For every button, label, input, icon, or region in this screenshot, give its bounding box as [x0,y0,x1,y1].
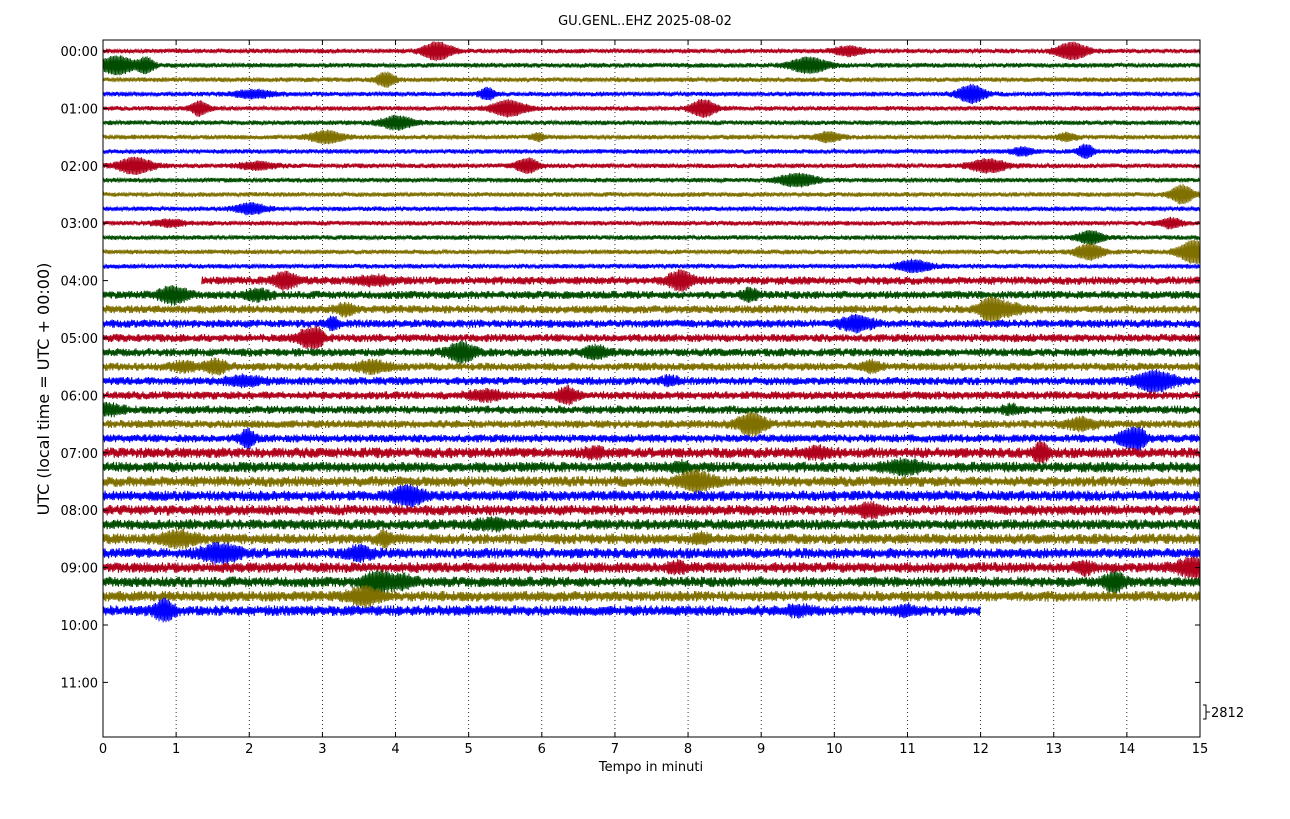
seismic-trace [102,597,981,623]
seismic-trace [102,468,1201,494]
x-tick-label: 8 [684,742,692,757]
seismic-trace [102,401,1201,418]
y-tick-label: 05:00 [61,332,98,347]
y-axis-label: UTC (local time = UTC + 00:00) [34,263,53,516]
y-tick-label: 08:00 [61,504,98,519]
y-tick-label: 09:00 [61,562,98,577]
x-tick-label: 1 [172,742,180,757]
seismic-trace [102,258,1201,274]
seismic-trace [102,528,1201,550]
seismic-trace [102,114,1201,131]
x-tick-label: 7 [611,742,619,757]
x-tick-label: 14 [1119,742,1136,757]
seismic-trace [102,584,1201,609]
seismic-trace [102,569,1201,596]
seismic-trace [102,440,1201,465]
seismic-trace [102,156,1201,175]
y-tick-label: 03:00 [61,217,98,232]
x-tick-label: 12 [972,742,989,757]
scale-label: 2812 [1211,706,1244,721]
seismic-trace [102,516,1201,533]
x-axis-label: Tempo in minuti [598,760,703,775]
amplitude-scale: 2812 [1203,704,1244,721]
seismic-trace [102,41,1201,62]
grid-lines [175,40,1128,737]
seismic-trace [102,55,1201,76]
y-tick-label: 10:00 [61,619,98,634]
y-tick-label: 01:00 [61,102,98,117]
seismic-trace [102,325,1201,350]
seismic-trace [102,239,1201,264]
seismic-trace [102,385,1201,406]
y-tick-label: 06:00 [61,389,98,404]
seismic-trace [102,541,1201,566]
seismic-trace [102,369,1201,393]
x-tick-label: 10 [826,742,843,757]
y-tick-label: 00:00 [61,45,98,60]
seismic-trace [102,295,1201,323]
x-tick-label: 0 [99,742,107,757]
seismic-trace [102,172,1201,188]
seismic-trace [102,313,1201,334]
x-tick-label: 11 [899,742,916,757]
seismic-trace [102,340,1201,364]
scale-bracket [1203,704,1207,720]
seismic-trace [102,556,1201,581]
seismic-trace [102,411,1201,437]
y-tick-label: 11:00 [61,676,98,691]
seismic-trace [102,143,1201,159]
x-tick-label: 13 [1045,742,1062,757]
seismic-trace [102,483,1201,509]
seismic-trace [102,129,1201,145]
seismic-trace [102,98,1201,118]
seismic-trace [102,71,1201,88]
seismic-trace [102,501,1201,520]
plot-frame [102,39,1201,738]
seismic-traces [102,41,1201,623]
seismic-trace [102,83,1201,105]
seismic-trace [102,202,1201,216]
x-tick-label: 3 [318,742,326,757]
x-tick-label: 9 [757,742,765,757]
seismic-trace [102,426,1201,452]
x-tick-label: 4 [391,742,399,757]
x-tick-label: 2 [245,742,253,757]
y-tick-label: 07:00 [61,447,98,462]
x-tick-label: 6 [538,742,546,757]
seismic-trace [102,357,1201,376]
seismic-trace [102,184,1201,205]
y-tick-label: 04:00 [61,275,98,290]
seismic-trace [102,457,1201,478]
x-tick-label: 15 [1192,742,1209,757]
chart-title: GU.GENL..EHZ 2025-08-02 [558,14,732,29]
seismic-trace [102,230,1201,246]
x-axis: 0 1 2 3 4 5 6 7 8 9 10 11 12 13 14 15 [99,40,1208,757]
seismic-trace [102,285,1201,306]
y-axis: 00:00 01:00 02:00 03:00 04:00 05:00 06:00 07:00… [61,45,1200,691]
seismic-trace [102,216,1201,230]
seismic-trace [201,269,1201,292]
x-tick-label: 5 [465,742,473,757]
y-tick-label: 02:00 [61,160,98,175]
